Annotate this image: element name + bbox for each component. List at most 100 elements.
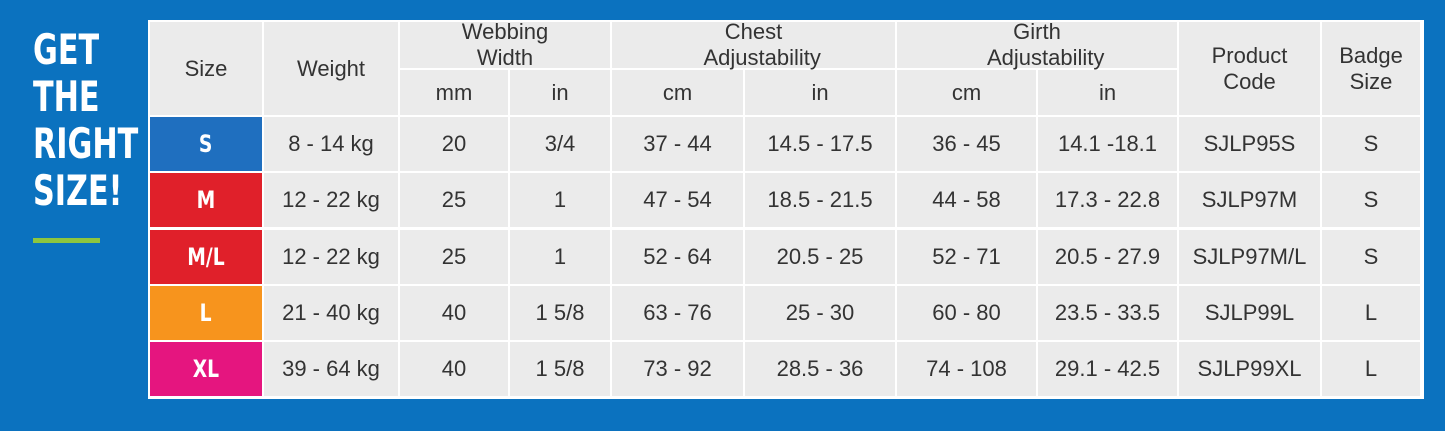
table-cell-text: 3/4 xyxy=(544,131,576,156)
column-header-text: Size xyxy=(184,55,228,81)
sidebar-title-line: GET xyxy=(33,25,100,74)
table-cell-text: 18.5 - 21.5 xyxy=(767,187,873,213)
sidebar-title-line: RIGHT xyxy=(33,119,139,168)
table-cell: 1 5/8 xyxy=(510,285,610,340)
table-cell: 20.5 - 27.9 xyxy=(1038,229,1177,284)
table-cell: 36 - 45 xyxy=(897,117,1036,171)
table-cell: 14.5 - 17.5 xyxy=(745,117,895,171)
table-cell-text: 63 - 76 xyxy=(643,299,712,325)
column-subheader: in xyxy=(1038,70,1177,115)
table-cell-text: 14.1 -18.1 xyxy=(1057,131,1158,156)
table-cell: 40 xyxy=(400,342,508,397)
size-cell: L xyxy=(150,285,262,340)
table-cell-text: 25 - 30 xyxy=(785,299,855,325)
column-subheader-text: cm xyxy=(951,79,982,105)
table-cell: 37 - 44 xyxy=(612,117,743,171)
table-cell-text: L xyxy=(1364,356,1378,382)
column-header: Product Code xyxy=(1179,22,1320,115)
table-cell: L xyxy=(1322,285,1420,340)
column-subheader-text: cm xyxy=(662,79,693,105)
table-cell-text: 14.5 - 17.5 xyxy=(767,131,873,156)
table-cell: SJLP97M xyxy=(1179,173,1320,228)
sidebar: GET THE RIGHT SIZE! xyxy=(33,26,179,214)
table-cell: 39 - 64 kg xyxy=(264,342,398,397)
table-cell: 1 xyxy=(510,173,610,228)
column-subheader-text: in xyxy=(1098,79,1117,105)
table-cell: SJLP95S xyxy=(1179,117,1320,171)
column-subheader: cm xyxy=(897,70,1036,115)
column-header-text: Chest Adjustability xyxy=(703,19,821,70)
table-cell-text: 44 - 58 xyxy=(932,187,1001,213)
table-cell-text: SJLP99L xyxy=(1204,299,1295,325)
table-cell: SJLP99XL xyxy=(1179,342,1320,397)
table-cell-text: 1 xyxy=(553,243,567,269)
table-cell: 60 - 80 xyxy=(897,285,1036,340)
table-cell: 1 xyxy=(510,229,610,284)
table-cell: 8 - 14 kg xyxy=(264,117,398,171)
table-cell-text: 25 xyxy=(441,243,467,269)
table-cell-text: 25 xyxy=(441,187,467,213)
table-cell: SJLP97M/L xyxy=(1179,229,1320,284)
table-cell-text: 52 - 71 xyxy=(932,243,1001,269)
table-cell: 3/4 xyxy=(510,117,610,171)
table-cell: 73 - 92 xyxy=(612,342,743,397)
table-cell-text: S xyxy=(1363,243,1379,269)
table-cell: 12 - 22 kg xyxy=(264,173,398,228)
table-cell: 74 - 108 xyxy=(897,342,1036,397)
table-cell-text: 20.5 - 27.9 xyxy=(1054,243,1161,269)
sidebar-title-line: SIZE! xyxy=(33,166,123,215)
size-cell-text: L xyxy=(200,298,212,327)
table-cell-text: 40 xyxy=(441,299,467,325)
size-cell: M/L xyxy=(150,229,262,284)
table-cell: 12 - 22 kg xyxy=(264,229,398,284)
table-cell-text: 52 - 64 xyxy=(643,243,712,269)
size-cell: XL xyxy=(150,342,262,397)
table-cell-text: 39 - 64 kg xyxy=(282,356,380,382)
table-cell: 40 xyxy=(400,285,508,340)
table-cell-text: SJLP97M/L xyxy=(1192,243,1307,269)
column-header-text: Badge Size xyxy=(1339,42,1403,94)
table-cell-text: 1 5/8 xyxy=(535,356,585,382)
table-cell: 1 5/8 xyxy=(510,342,610,397)
table-cell-text: 8 - 14 kg xyxy=(288,131,374,156)
column-header: Weight xyxy=(264,22,398,115)
table-cell: S xyxy=(1322,173,1420,228)
table-cell: 63 - 76 xyxy=(612,285,743,340)
table-cell: 20.5 - 25 xyxy=(745,229,895,284)
table-cell-text: 60 - 80 xyxy=(932,299,1001,325)
size-cell: M xyxy=(150,173,262,228)
table-cell: 44 - 58 xyxy=(897,173,1036,228)
table-cell-text: 20 xyxy=(441,131,467,156)
table-cell-text: 12 - 22 kg xyxy=(282,243,380,269)
size-cell-text: M/L xyxy=(187,242,225,271)
column-subheader-text: mm xyxy=(435,79,473,105)
table-cell: 47 - 54 xyxy=(612,173,743,228)
sidebar-title-line: THE xyxy=(33,72,100,121)
table-cell: 28.5 - 36 xyxy=(745,342,895,397)
table-cell: 25 xyxy=(400,229,508,284)
column-header-text: Girth Adjustability xyxy=(987,19,1105,70)
column-subheader: mm xyxy=(400,70,508,115)
table-cell: S xyxy=(1322,229,1420,284)
table-cell-text: 28.5 - 36 xyxy=(776,356,864,382)
table-cell: 20 xyxy=(400,117,508,171)
table-cell-text: S xyxy=(1363,131,1379,156)
table-cell: 52 - 71 xyxy=(897,229,1036,284)
table-cell: S xyxy=(1322,117,1420,171)
table-cell-text: 36 - 45 xyxy=(932,131,1001,156)
table-cell-text: 12 - 22 kg xyxy=(282,187,380,213)
table-cell-text: 17.3 - 22.8 xyxy=(1054,187,1161,213)
table-cell-text: 29.1 - 42.5 xyxy=(1054,356,1161,382)
table-cell-text: 23.5 - 33.5 xyxy=(1054,299,1161,325)
size-table: Size Weight Webbing Width Chest Adjustabili… xyxy=(148,19,1424,399)
column-subheader: cm xyxy=(612,70,743,115)
size-cell-text: XL xyxy=(192,355,220,384)
table-cell: 29.1 - 42.5 xyxy=(1038,342,1177,397)
column-header: Size xyxy=(150,22,262,115)
column-header: Girth Adjustability xyxy=(897,19,1177,70)
table-cell-text: 74 - 108 xyxy=(926,356,1007,382)
column-subheader: in xyxy=(745,70,895,115)
column-header: Badge Size xyxy=(1322,22,1420,115)
table-cell-text: SJLP97M xyxy=(1201,187,1298,213)
